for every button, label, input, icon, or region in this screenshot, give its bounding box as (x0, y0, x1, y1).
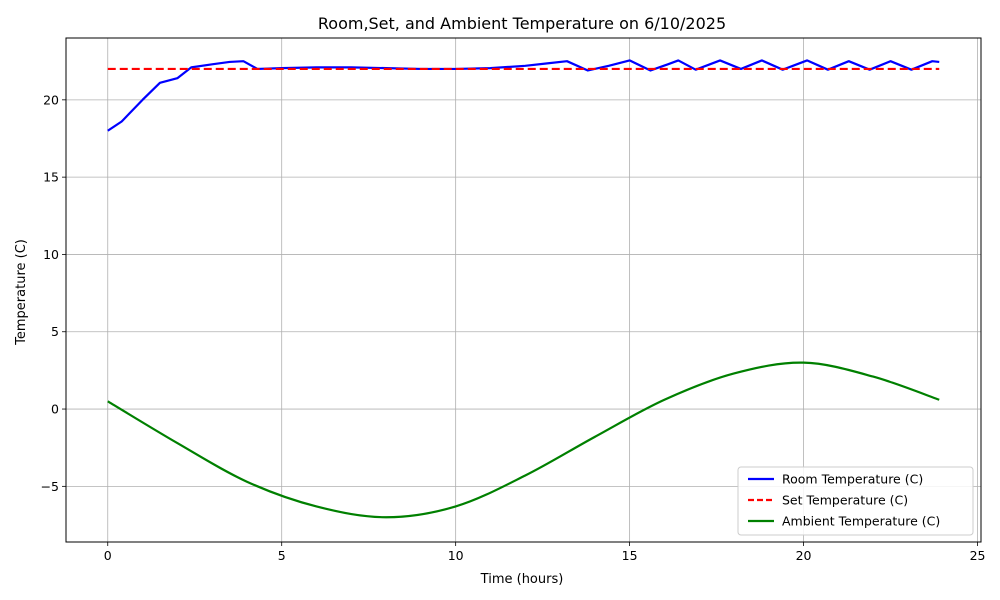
y-tick-label: 5 (51, 324, 59, 339)
room-temperature-line (107, 59, 940, 132)
plot-frame (65, 37, 982, 543)
y-axis-label: Temperature (C) (14, 239, 29, 346)
x-axis-label: Time (hours) (480, 572, 564, 587)
y-tick-label: −5 (41, 479, 59, 494)
y-tick-label: 10 (43, 247, 59, 262)
y-tick-label: 15 (43, 170, 59, 185)
y-tick-label: 20 (43, 92, 59, 107)
x-tick-label: 20 (796, 548, 812, 563)
x-tick-label: 15 (622, 548, 638, 563)
x-tick-label: 25 (970, 548, 986, 563)
grid-lines (66, 38, 981, 542)
axis-ticks: 0 5 10 15 20 25 −5 0 5 10 15 20 (41, 92, 986, 563)
x-tick-label: 5 (278, 548, 286, 563)
legend-label: Set Temperature (C) (782, 493, 908, 508)
chart-title: Room,Set, and Ambient Temperature on 6/1… (318, 14, 726, 33)
series-layer (107, 59, 940, 519)
legend-label: Room Temperature (C) (782, 472, 923, 487)
ambient-temperature-line (107, 361, 940, 519)
legend-box (737, 466, 974, 536)
x-tick-label: 10 (448, 548, 464, 563)
y-tick-label: 0 (51, 402, 59, 417)
x-tick-label: 0 (104, 548, 112, 563)
legend: Room Temperature (C)Set Temperature (C) … (737, 466, 974, 536)
legend-label: Ambient Temperature (C) (782, 514, 940, 529)
